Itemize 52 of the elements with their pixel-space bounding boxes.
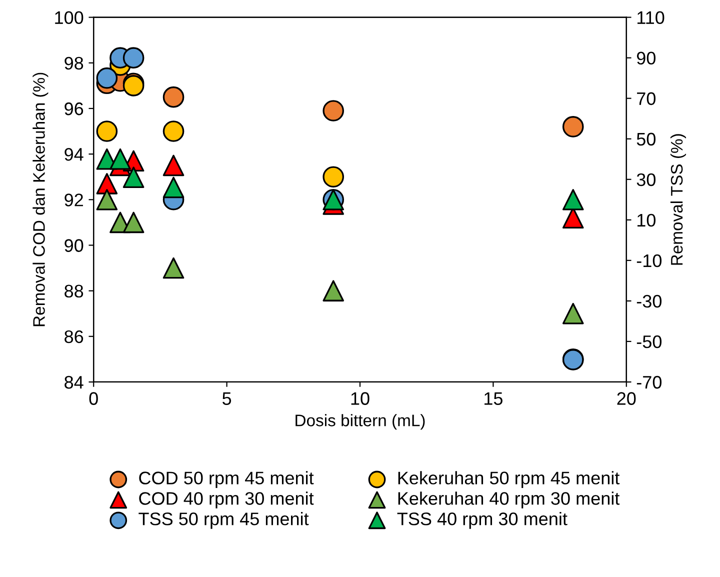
y-tick-label: 88 xyxy=(64,284,84,298)
point xyxy=(122,166,144,188)
point xyxy=(322,166,344,188)
x-tick-label: 10 xyxy=(351,392,370,405)
point xyxy=(562,188,584,210)
point xyxy=(110,148,131,170)
y2-tick-label: 50 xyxy=(636,132,656,146)
y2-tick-label: -10 xyxy=(636,254,662,268)
y2-tick-label: 110 xyxy=(638,11,664,24)
point xyxy=(162,86,184,108)
y-tick-label: 96 xyxy=(64,102,84,116)
point xyxy=(122,47,144,68)
y2-tick-label: -30 xyxy=(636,294,662,308)
legend-label: TSS 40 rpm 30 menit xyxy=(397,512,568,529)
y2-tick-label: 90 xyxy=(636,52,656,65)
y-tick-label: 94 xyxy=(64,148,84,161)
x-axis-title: Dosis bittern (mL) xyxy=(296,414,425,430)
legend-label: TSS 50 rpm 45 menit xyxy=(138,512,309,529)
point xyxy=(562,302,584,324)
x-tick-label: 15 xyxy=(484,392,502,405)
point xyxy=(96,67,118,89)
point xyxy=(122,212,144,234)
point xyxy=(162,154,184,176)
y2-tick-label: -50 xyxy=(636,335,662,348)
point xyxy=(162,176,184,198)
y-tick-label: 84 xyxy=(64,376,84,389)
point xyxy=(162,257,184,279)
point xyxy=(162,120,184,142)
point xyxy=(96,173,118,194)
y-tick-label: 98 xyxy=(64,56,84,70)
point xyxy=(322,100,344,122)
point xyxy=(322,280,344,302)
y-tick-label: 100 xyxy=(55,11,84,24)
legend-label: Kekeruhan 40 rpm 30 menit xyxy=(398,492,620,508)
y2-tick-label: 10 xyxy=(638,214,656,227)
x-tick-label: 5 xyxy=(222,392,232,405)
legend-label: COD 50 rpm 45 menit xyxy=(139,471,314,488)
y2-tick-label: 70 xyxy=(637,92,656,106)
y-tick-label: 86 xyxy=(64,330,84,344)
legend-label: Kekeruhan 50 rpm 45 menit xyxy=(398,471,620,488)
y2-tick-label: -70 xyxy=(636,376,662,389)
point xyxy=(96,188,118,210)
y2-tick-label: 30 xyxy=(636,173,656,186)
x-tick-label: 0 xyxy=(89,392,98,405)
x-tick-label: 20 xyxy=(617,392,636,405)
legend-label: COD 40 rpm 30 menit xyxy=(139,492,314,508)
y2-axis-title: Removal TSS (%) xyxy=(670,134,686,265)
y-tick-label: 90 xyxy=(64,239,84,252)
y-axis-title: Removal COD dan Kekeruhan (%) xyxy=(32,72,48,326)
point xyxy=(562,116,584,138)
y-tick-label: 92 xyxy=(64,194,83,206)
point xyxy=(96,120,118,142)
